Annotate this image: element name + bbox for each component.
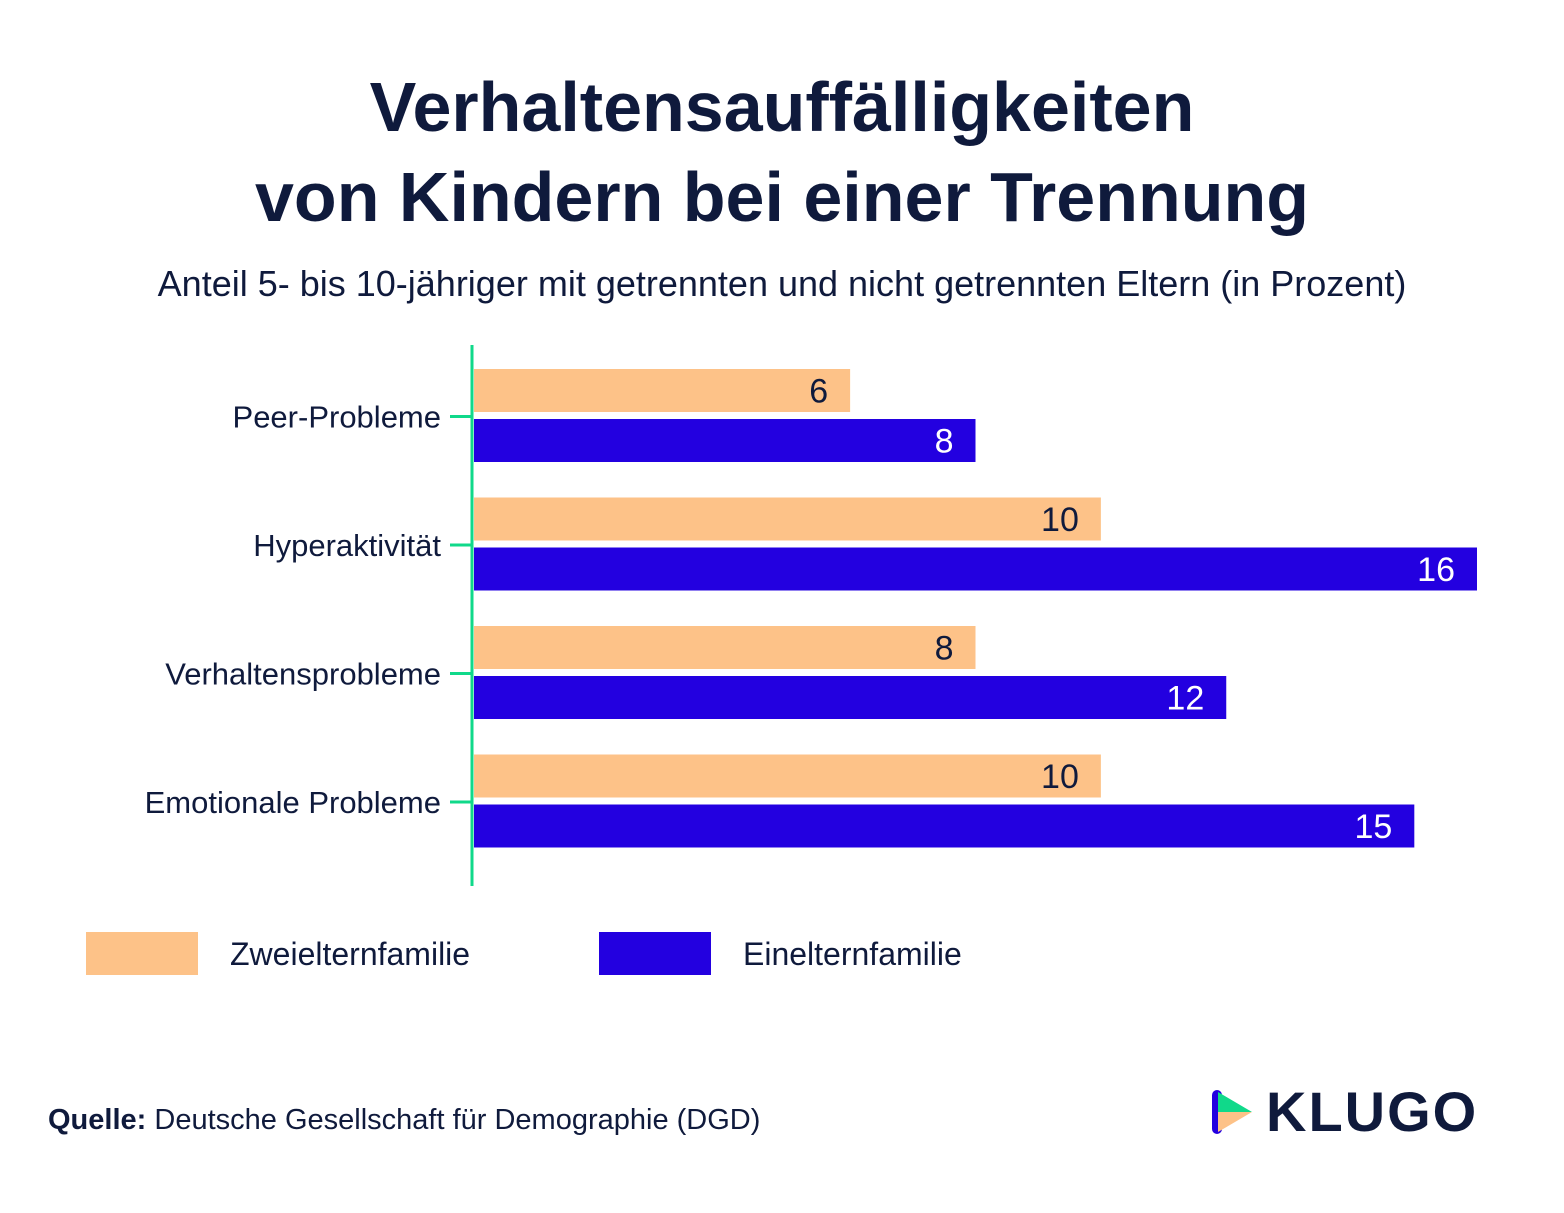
source-label: Quelle:: [48, 1104, 147, 1136]
bar-emotionale-probleme-zweielternfamilie: [474, 754, 1101, 798]
source-note: Quelle: Deutsche Gesellschaft für Demogr…: [48, 1100, 760, 1140]
bar-verhaltensprobleme-einelternfamilie: [474, 676, 1227, 719]
data-label-peer-probleme-einelternfamilie: 8: [935, 423, 954, 461]
bar-hyperaktivitat-einelternfamilie: [474, 547, 1477, 591]
chart-subtitle: Anteil 5- bis 10-jähriger mit getrennten…: [157, 263, 1407, 304]
data-label-hyperaktivitat-zweielternfamilie: 10: [1041, 501, 1079, 539]
legend-swatch-zweielternfamilie: [86, 932, 198, 975]
tick-label-peer-probleme: Peer-Probleme: [233, 400, 441, 435]
data-label-verhaltensprobleme-einelternfamilie: 12: [1166, 680, 1204, 718]
chart-title: Verhaltensauffälligkeiten von Kindern be…: [0, 62, 1564, 242]
legend-label-zweielternfamilie: Zweielternfamilie: [230, 936, 471, 972]
title-line-2: von Kindern bei einer Trennung: [255, 158, 1309, 236]
bar-peer-probleme-einelternfamilie: [474, 419, 976, 462]
bar-hyperaktivitat-zweielternfamilie: [474, 497, 1101, 541]
tick-label-emotionale-probleme: Emotionale Probleme: [145, 785, 441, 820]
data-label-emotionale-probleme-zweielternfamilie: 10: [1041, 758, 1079, 796]
title-line-1: Verhaltensauffälligkeiten: [369, 68, 1195, 146]
play-arrow-logo-icon: [1212, 1090, 1252, 1134]
bar-verhaltensprobleme-zweielternfamilie: [474, 626, 976, 669]
bar-peer-probleme-zweielternfamilie: [474, 369, 851, 412]
data-label-verhaltensprobleme-zweielternfamilie: 8: [935, 630, 954, 668]
source-text: Deutsche Gesellschaft für Demographie (D…: [154, 1104, 761, 1136]
legend-label-einelternfamilie: Einelternfamilie: [743, 936, 962, 972]
data-label-peer-probleme-zweielternfamilie: 6: [809, 373, 828, 411]
tick-label-verhaltensprobleme: Verhaltensprobleme: [165, 657, 441, 692]
data-label-hyperaktivitat-einelternfamilie: 16: [1417, 551, 1455, 589]
bar-emotionale-probleme-einelternfamilie: [474, 804, 1415, 848]
tick-label-hyperaktivitat: Hyperaktivität: [253, 528, 441, 563]
logo-text: KLUGO: [1266, 1080, 1479, 1143]
legend-swatch-einelternfamilie: [599, 932, 711, 975]
data-label-emotionale-probleme-einelternfamilie: 15: [1354, 808, 1392, 846]
